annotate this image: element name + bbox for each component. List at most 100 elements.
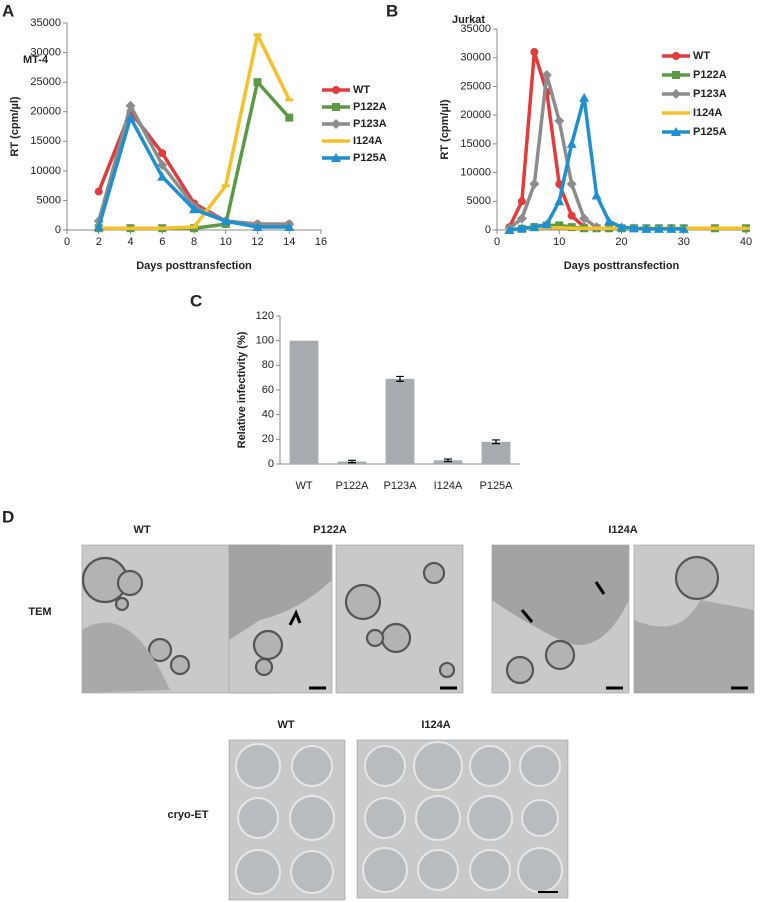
marker — [579, 213, 590, 224]
x-tick-label: 4 — [127, 236, 133, 248]
marker — [554, 196, 565, 206]
marker — [220, 216, 231, 226]
legend-label: P123A — [693, 88, 727, 100]
marker — [221, 184, 230, 188]
marker — [190, 225, 198, 229]
error-bar — [492, 439, 500, 445]
y-tick-label: 35000 — [460, 23, 491, 35]
marker — [605, 226, 614, 230]
y-tick-label: 25000 — [30, 76, 61, 88]
error-bar — [348, 459, 356, 464]
y-axis-label: Relative infectivity (%) — [236, 331, 248, 448]
legend-label: P122A — [353, 101, 387, 113]
x-tick-label: 2 — [96, 236, 102, 248]
x-tick-label: 10 — [220, 236, 232, 248]
marker — [672, 71, 680, 79]
bar — [433, 460, 463, 464]
marker — [671, 89, 681, 99]
y-tick-label: 60 — [262, 384, 274, 396]
marker — [580, 226, 589, 230]
marker — [332, 86, 340, 94]
y-tick-label: 10000 — [460, 166, 491, 178]
marker — [284, 222, 295, 232]
marker — [517, 197, 526, 206]
y-tick-label: 0 — [485, 224, 491, 236]
x-tick-label: 8 — [191, 236, 197, 248]
y-tick-label: 5000 — [467, 195, 491, 207]
marker — [555, 226, 564, 230]
marker — [591, 190, 602, 200]
marker — [252, 222, 263, 232]
chart-title: Jurkat — [452, 14, 485, 26]
y-axis-label: RT (cpm/µl) — [9, 96, 21, 156]
legend-label: P122A — [693, 69, 727, 81]
marker — [332, 139, 340, 143]
y-tick-label: 10000 — [30, 165, 61, 177]
marker — [331, 153, 341, 162]
x-tick-label: P125A — [479, 480, 513, 492]
marker — [530, 47, 539, 56]
marker — [604, 216, 615, 226]
y-tick-label: 30000 — [460, 52, 491, 64]
marker — [516, 223, 527, 233]
marker — [671, 127, 681, 136]
y-tick-label: 20 — [262, 433, 274, 445]
marker — [653, 223, 664, 233]
x-axis-label: Days posttransfection — [136, 260, 252, 272]
x-tick-label: 12 — [251, 236, 263, 248]
marker — [253, 33, 262, 37]
marker — [672, 52, 680, 60]
marker — [541, 69, 552, 80]
marker — [678, 223, 689, 233]
x-tick-label: P122A — [335, 480, 369, 492]
marker — [554, 115, 565, 126]
chart-title: MT-4 — [23, 54, 49, 66]
series-line — [508, 73, 598, 230]
y-tick-label: 15000 — [30, 135, 61, 147]
legend-label: I124A — [693, 107, 722, 119]
marker — [641, 223, 652, 233]
marker — [253, 78, 262, 87]
panel-label: B — [386, 1, 398, 20]
marker — [666, 223, 677, 233]
x-tick-label: 10 — [553, 236, 565, 248]
y-tick-label: 15000 — [460, 138, 491, 150]
marker — [157, 171, 168, 181]
marker — [529, 179, 540, 190]
marker — [566, 179, 577, 190]
marker — [628, 223, 639, 233]
bar — [289, 340, 319, 464]
marker — [285, 98, 294, 102]
marker — [332, 103, 340, 111]
marker — [616, 222, 627, 232]
marker — [504, 225, 515, 234]
y-axis-label: RT (cpm/µl) — [439, 99, 451, 159]
marker — [126, 226, 135, 230]
marker — [157, 159, 168, 170]
x-tick-label: WT — [295, 480, 312, 492]
legend-label: WT — [693, 50, 710, 62]
tem-images — [81, 544, 755, 694]
error-bar — [444, 458, 452, 463]
cryo-title: I124A — [421, 719, 450, 731]
marker — [125, 112, 136, 122]
panel-label: A — [2, 1, 14, 20]
marker — [672, 111, 680, 115]
legend-label: WT — [353, 84, 370, 96]
x-tick-label: 0 — [64, 236, 70, 248]
x-tick-label: P123A — [383, 480, 417, 492]
marker — [125, 100, 136, 111]
tem-title: I124A — [608, 524, 637, 536]
y-tick-label: 5000 — [37, 194, 61, 206]
x-tick-label: 0 — [494, 236, 500, 248]
y-tick-label: 25000 — [460, 80, 491, 92]
marker — [516, 213, 527, 224]
panel-label: D — [2, 507, 14, 526]
y-tick-label: 30000 — [30, 46, 61, 58]
legend-label: P125A — [353, 152, 387, 164]
x-tick-label: 20 — [615, 236, 627, 248]
x-tick-label: 30 — [678, 236, 690, 248]
marker — [158, 226, 167, 230]
marker — [158, 149, 167, 158]
